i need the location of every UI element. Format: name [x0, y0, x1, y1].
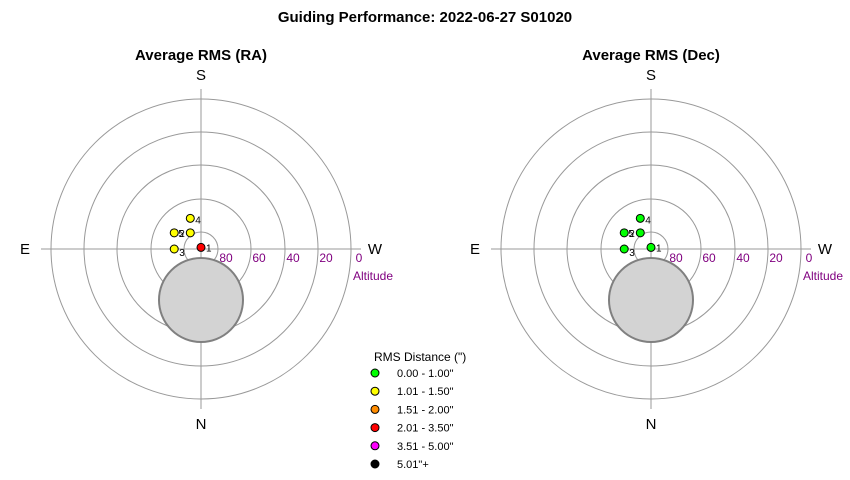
data-point-5 — [635, 228, 645, 238]
plot-title: Average RMS (Dec) — [582, 47, 720, 64]
ring-label-80: 80 — [669, 251, 683, 265]
ring-label-80: 80 — [219, 251, 233, 265]
data-point-label-1: 1 — [206, 243, 212, 254]
ring-label-20: 20 — [319, 251, 333, 265]
data-point-3 — [619, 244, 629, 254]
polar-plot-ra: Average RMS (RA) S N E W 80 60 40 20 0 Altitude 1 2 3… — [20, 47, 393, 433]
legend-item-label: 3.51 - 5.00" — [397, 441, 454, 453]
cardinal-north: N — [646, 416, 657, 433]
legend-item-label: 5.01"+ — [397, 459, 429, 471]
cardinal-east: E — [20, 241, 30, 258]
legend-item-label: 1.01 - 1.50" — [397, 386, 454, 398]
ring-label-0: 0 — [356, 251, 363, 265]
data-point-label-2: 2 — [179, 229, 185, 240]
legend-swatch-4 — [370, 423, 380, 433]
horizon-mask — [608, 257, 694, 343]
cardinal-west: W — [368, 241, 383, 258]
legend-item-label: 0.00 - 1.00" — [397, 368, 454, 380]
legend-item-label: 2.01 - 3.50" — [397, 423, 454, 435]
ring-label-60: 60 — [252, 251, 266, 265]
cardinal-north: N — [196, 416, 207, 433]
data-point-label-5: 5 — [178, 229, 184, 240]
data-point-5 — [185, 228, 195, 238]
plot-title: Average RMS (RA) — [135, 47, 267, 64]
page-title: Guiding Performance: 2022-06-27 S01020 — [277, 9, 573, 26]
ring-label-40: 40 — [286, 251, 300, 265]
horizon-mask — [158, 257, 244, 343]
cardinal-west: W — [818, 241, 833, 258]
legend-title: RMS Distance (") — [374, 350, 466, 364]
data-point-label-5: 5 — [628, 229, 634, 240]
data-point-2 — [169, 228, 179, 238]
legend-swatch-3 — [370, 404, 380, 414]
data-point-label-4: 4 — [645, 215, 651, 226]
legend-item-label: 1.51 - 2.00" — [397, 404, 454, 416]
data-point-label-3: 3 — [179, 248, 185, 259]
cardinal-south: S — [646, 67, 656, 84]
data-point-3 — [169, 244, 179, 254]
legend-swatch-5 — [370, 441, 380, 451]
ring-label-40: 40 — [736, 251, 750, 265]
data-point-label-1: 1 — [656, 243, 662, 254]
data-point-label-3: 3 — [629, 248, 635, 259]
ring-label-20: 20 — [769, 251, 783, 265]
data-point-4 — [185, 213, 195, 223]
data-point-1 — [196, 242, 206, 252]
data-point-2 — [619, 228, 629, 238]
altitude-axis-label: Altitude — [353, 269, 393, 283]
cardinal-south: S — [196, 67, 206, 84]
data-point-label-2: 2 — [629, 229, 635, 240]
legend-swatch-1 — [370, 368, 380, 378]
altitude-axis-label: Altitude — [803, 269, 843, 283]
data-point-label-4: 4 — [195, 215, 201, 226]
ring-label-60: 60 — [702, 251, 716, 265]
ring-label-0: 0 — [806, 251, 813, 265]
legend-swatch-6 — [370, 459, 380, 469]
polar-plot-dec: Average RMS (Dec) S N E W 80 60 40 20 0 Altitude 1 2… — [470, 47, 843, 433]
data-point-4 — [635, 213, 645, 223]
legend-swatch-2 — [370, 386, 380, 396]
data-point-1 — [646, 242, 656, 252]
legend: RMS Distance (") 0.00 - 1.00" 1.01 - 1.50"… — [370, 350, 466, 471]
cardinal-east: E — [470, 241, 480, 258]
